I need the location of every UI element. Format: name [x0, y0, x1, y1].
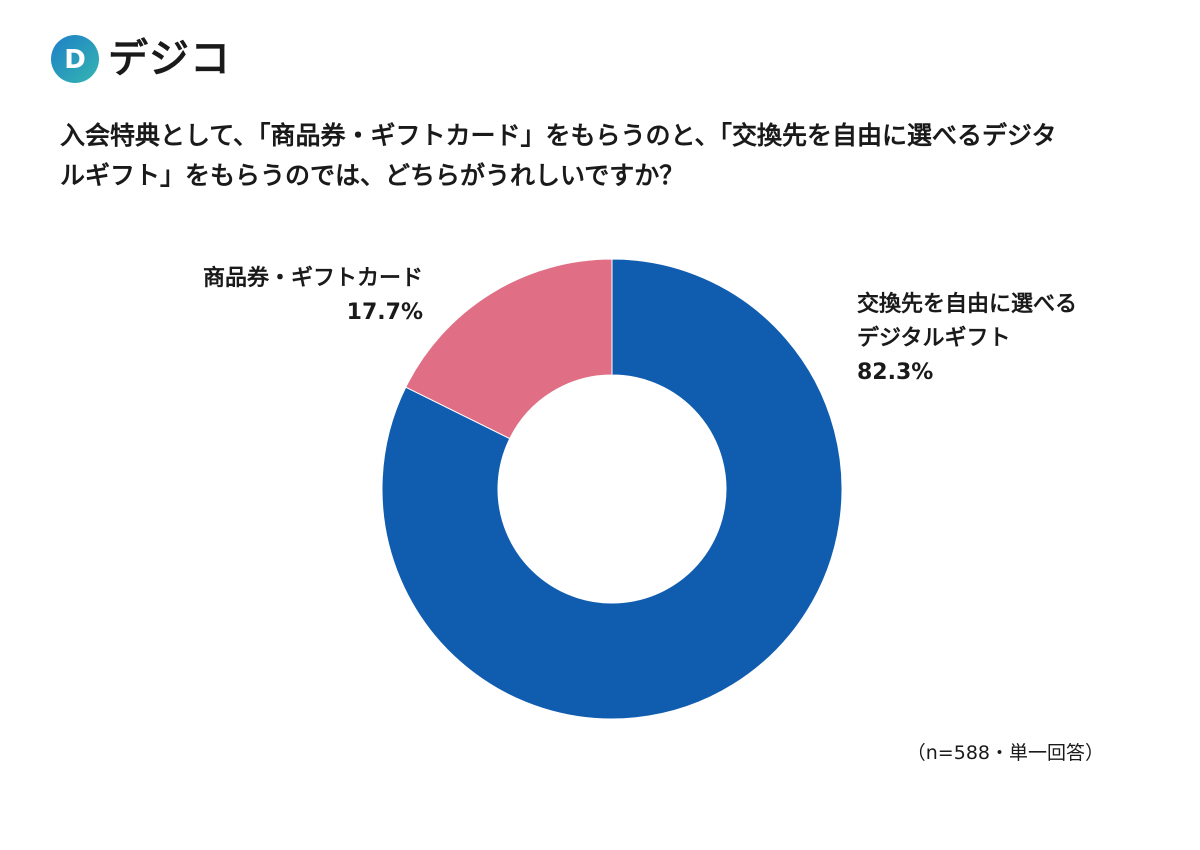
logo-letter: D: [64, 45, 86, 75]
slice-label-gift-card-value: 17.7%: [346, 300, 423, 325]
question-title: 入会特典として、「商品券・ギフトカード」をもらうのと、「交換先を自由に選べるデジ…: [60, 116, 1150, 196]
brand-logo: D デジコ: [50, 34, 231, 84]
slice-label-gift-card: 商品券・ギフトカード 17.7%: [203, 262, 423, 330]
slice-label-digital-gift-value: 82.3%: [857, 360, 934, 385]
logo-mark-icon: D: [51, 35, 99, 83]
slice-label-digital-gift-line-1: 交換先を自由に選べる: [857, 292, 1078, 317]
question-line-2: ルギフト」をもらうのでは、どちらがうれしいですか？: [60, 161, 685, 190]
sample-note: （n=588・単一回答）: [906, 742, 1104, 764]
slice-label-gift-card-name: 商品券・ギフトカード: [202, 266, 423, 291]
brand-name: デジコ: [108, 36, 231, 82]
donut-slice-1: [405, 258, 613, 440]
slice-label-digital-gift: 交換先を自由に選べる デジタルギフト 82.3%: [857, 288, 1077, 390]
donut-slice-0: [381, 258, 843, 720]
slice-label-digital-gift-line-2: デジタルギフト: [857, 326, 1011, 351]
question-line-1: 入会特典として、「商品券・ギフトカード」をもらうのと、「交換先を自由に選べるデジ…: [60, 121, 1057, 150]
